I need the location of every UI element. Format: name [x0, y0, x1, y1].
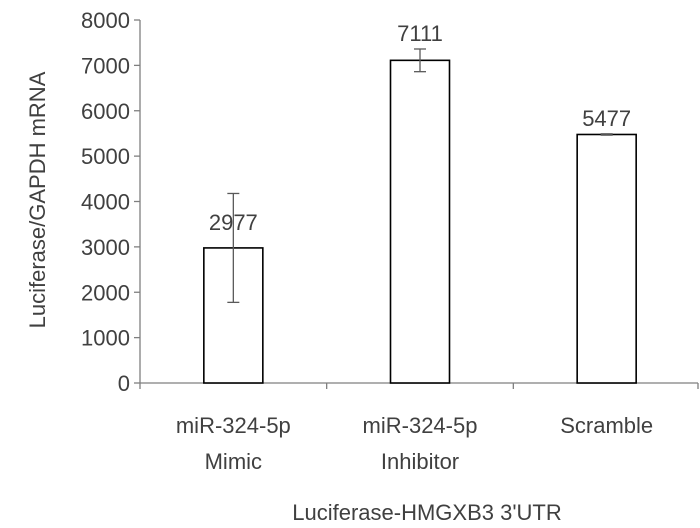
y-tick-label: 2000: [81, 280, 130, 305]
plot-area: 0 1000 2000 3000 4000 5000 6000 7000 8000 2977 miR…: [81, 8, 699, 474]
data-label: 5477: [582, 106, 631, 131]
x-tick-label: Scramble: [560, 413, 653, 438]
y-tick-label: 6000: [81, 99, 130, 124]
y-tick-label: 0: [118, 371, 130, 396]
x-tick-label: Inhibitor: [381, 449, 459, 474]
y-axis-title: Luciferase/GAPDH mRNA: [25, 71, 50, 328]
data-label: 7111: [397, 21, 443, 46]
x-tick-label: miR-324-5p: [363, 413, 478, 438]
x-tick-label: Mimic: [205, 449, 262, 474]
y-tick-label: 3000: [81, 235, 130, 260]
y-tick-label: 4000: [81, 190, 130, 215]
x-axis-title: Luciferase-HMGXB3 3'UTR: [292, 500, 562, 525]
y-tick-label: 7000: [81, 53, 130, 78]
y-tick-label: 1000: [81, 326, 130, 351]
bar: [576, 133, 637, 384]
bar: [389, 59, 451, 384]
y-tick-label: 5000: [81, 144, 130, 169]
x-tick-label: miR-324-5p: [176, 413, 291, 438]
data-label: 2977: [209, 210, 258, 235]
y-tick-label: 8000: [81, 8, 130, 33]
